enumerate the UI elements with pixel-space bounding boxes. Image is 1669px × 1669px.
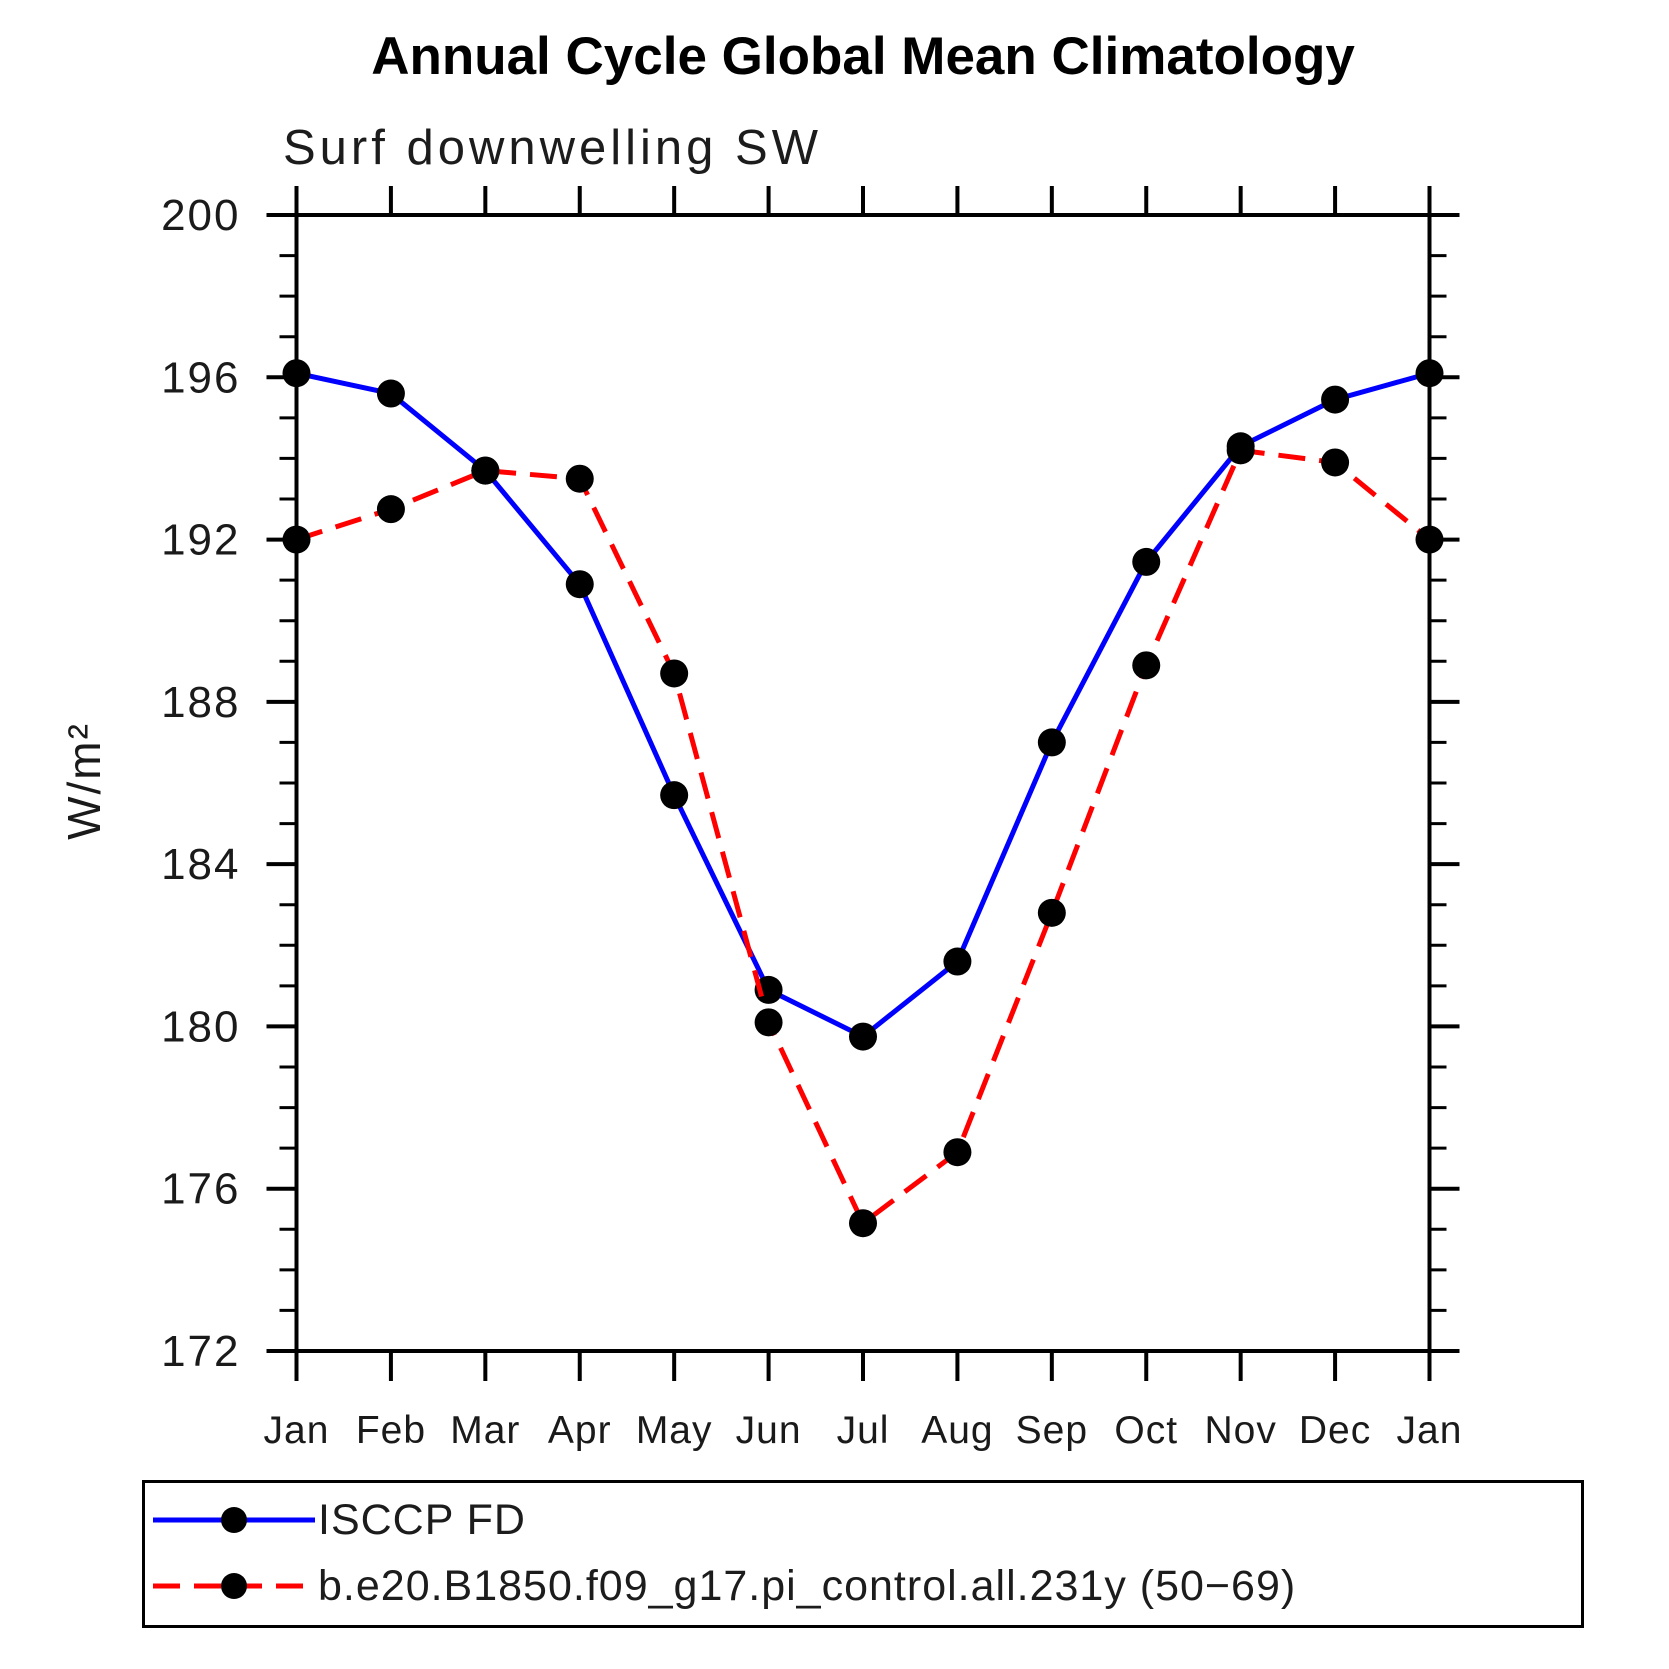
y-tick-label: 184: [161, 840, 240, 889]
axes-frame: [294, 213, 1432, 1353]
legend-item-1: b.e20.B1850.f09_g17.pi_control.all.231y …: [148, 1561, 1296, 1611]
legend-label: ISCCP FD: [318, 1495, 526, 1544]
legend-swatch-solid-line: [153, 1507, 315, 1533]
data-series: [282, 359, 1444, 1238]
y-tick-label: 188: [161, 678, 240, 727]
chart-title: Annual Cycle Global Mean Climatology: [371, 27, 1355, 86]
series-marker: [565, 464, 594, 493]
axis-ticks: [266, 186, 1460, 1381]
series-marker: [754, 1008, 783, 1037]
x-tick-label: Jun: [736, 1409, 802, 1452]
x-tick-label: Mar: [450, 1409, 520, 1452]
legend-label: b.e20.B1850.f09_g17.pi_control.all.231y …: [318, 1561, 1297, 1610]
series-marker: [943, 1138, 972, 1167]
series-marker: [849, 1022, 877, 1051]
y-tick-label: 172: [161, 1327, 240, 1376]
series-marker: [754, 975, 783, 1004]
series-marker: [1415, 525, 1444, 554]
series-marker: [660, 659, 689, 688]
legend-swatch-dashed-line: [153, 1573, 315, 1599]
y-tick-label: 192: [161, 516, 240, 565]
y-tick-label: 200: [161, 191, 240, 240]
series-marker: [376, 495, 405, 524]
legend-box: ISCCP FD b.e20.B1850.f09_g17.pi_control.a…: [142, 1480, 1584, 1628]
x-tick-label: Oct: [1114, 1409, 1178, 1452]
x-tick-label: Jan: [264, 1409, 330, 1452]
chart-subtitle: Surf downwelling SW: [283, 121, 822, 175]
series-marker: [565, 570, 594, 599]
series-marker: [1321, 448, 1350, 477]
plot-frame: [294, 213, 1432, 1353]
series-marker: [1132, 651, 1161, 680]
series-marker: [943, 947, 972, 976]
axis-tick-labels: Jan Feb Mar Apr May Jun Jul Aug Sep Oct Nov Dec Jan 1…: [161, 191, 1463, 1452]
x-tick-label: Jan: [1397, 1409, 1463, 1452]
x-tick-label: Nov: [1204, 1409, 1276, 1452]
series-marker: [1132, 547, 1161, 576]
x-tick-label: Dec: [1299, 1409, 1371, 1452]
series-marker: [1037, 898, 1066, 927]
x-tick-label: May: [636, 1409, 713, 1452]
series-marker: [376, 379, 405, 408]
series-marker: [282, 525, 311, 554]
series-marker: [1226, 436, 1255, 465]
x-tick-label: Apr: [548, 1409, 612, 1452]
y-tick-label: 176: [161, 1165, 240, 1214]
series-line-1: [295, 447, 1432, 1228]
series-marker: [282, 359, 311, 388]
x-tick-label: Sep: [1016, 1409, 1088, 1452]
y-axis-title: W/m²: [58, 722, 110, 840]
series-marker: [471, 456, 500, 485]
legend-marker-dot: [221, 1507, 247, 1533]
series-marker: [1037, 728, 1066, 757]
legend-item-0: ISCCP FD: [148, 1495, 526, 1545]
series-marker: [1321, 385, 1350, 414]
x-tick-label: Jul: [837, 1409, 890, 1452]
y-tick-label: 196: [161, 353, 240, 402]
legend-marker-dot: [221, 1573, 247, 1599]
series-marker: [849, 1209, 877, 1238]
series-line-0: [295, 370, 1431, 1040]
y-tick-label: 180: [161, 1002, 240, 1051]
series-marker: [660, 781, 689, 810]
x-tick-label: Aug: [921, 1409, 993, 1452]
series-marker: [1415, 359, 1444, 388]
x-tick-label: Feb: [356, 1409, 426, 1452]
